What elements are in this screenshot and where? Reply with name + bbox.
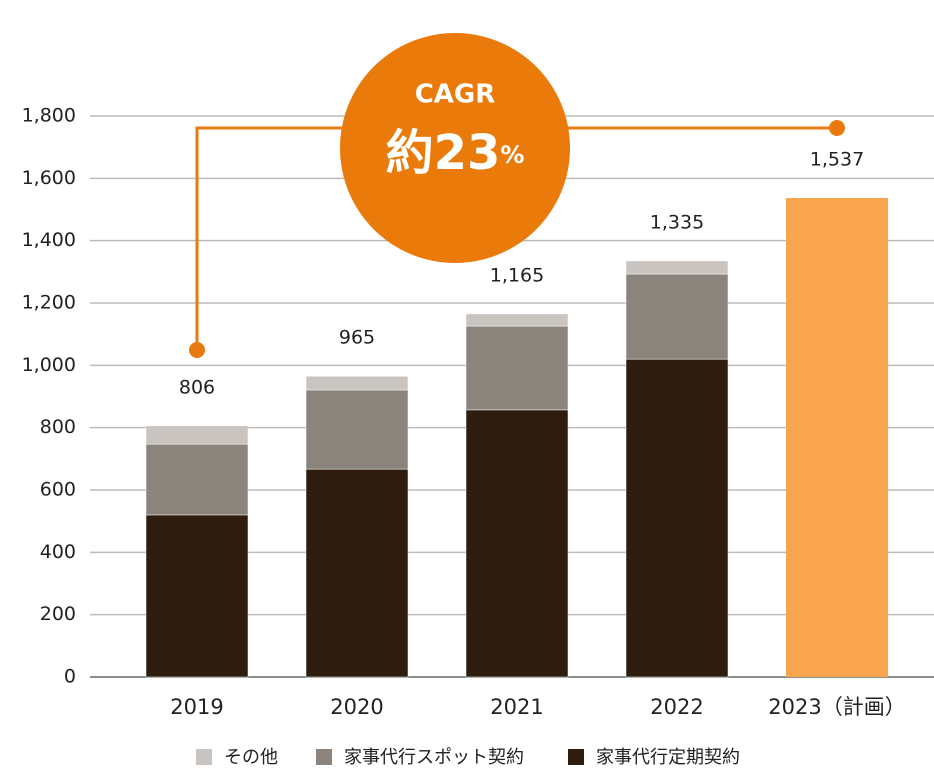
connector-dot <box>829 120 845 136</box>
total-label: 806 <box>179 376 215 398</box>
cagr-number: 約23 <box>386 125 501 181</box>
bar-segment <box>305 389 409 470</box>
cagr-connector <box>195 126 837 350</box>
legend-label: 家事代行定期契約 <box>596 747 740 768</box>
y-tick-label: 200 <box>40 603 76 625</box>
y-tick-label: 1,600 <box>22 167 76 189</box>
y-tick-label: 600 <box>40 479 76 501</box>
x-tick-label: 2021 <box>490 695 543 719</box>
x-tick-label: 2019 <box>170 695 223 719</box>
connector-dot <box>189 342 205 358</box>
total-label: 1,165 <box>490 264 544 286</box>
legend-swatch <box>196 749 212 765</box>
cagr-value: 約23% <box>386 125 525 181</box>
plan-bar <box>786 197 888 678</box>
legend-label: その他 <box>224 747 278 768</box>
cagr-bubble <box>340 33 570 263</box>
legend-swatch <box>316 749 332 765</box>
legend-label: 家事代行スポット契約 <box>344 747 524 768</box>
bar-segment <box>625 260 729 275</box>
legend-swatch <box>568 749 584 765</box>
total-label: 1,537 <box>810 148 864 170</box>
bar-segment <box>145 443 249 516</box>
bar-segment <box>625 273 729 360</box>
x-tick-label: 2020 <box>330 695 383 719</box>
bar-segment <box>465 409 569 678</box>
bar-segment <box>625 358 729 678</box>
x-tick-label: 2023（計画） <box>768 695 905 719</box>
y-tick-label: 400 <box>40 541 76 563</box>
cagr-title: CAGR <box>415 80 496 110</box>
y-tick-label: 1,200 <box>22 292 76 314</box>
bar-segment <box>305 375 409 391</box>
y-tick-label: 0 <box>64 666 76 688</box>
cagr-unit: % <box>500 141 524 169</box>
x-tick-label: 2022 <box>650 695 703 719</box>
total-label: 965 <box>339 327 375 349</box>
total-label: 1,335 <box>650 211 704 233</box>
y-tick-label: 1,400 <box>22 229 76 251</box>
y-tick-label: 1,800 <box>22 105 76 127</box>
y-tick-label: 1,000 <box>22 354 76 376</box>
bar-segment <box>145 514 249 678</box>
bar-segment <box>305 468 409 678</box>
bar-segment <box>465 325 569 411</box>
bar-segment <box>465 313 569 327</box>
bar-segment <box>145 425 249 445</box>
y-tick-label: 800 <box>40 416 76 438</box>
